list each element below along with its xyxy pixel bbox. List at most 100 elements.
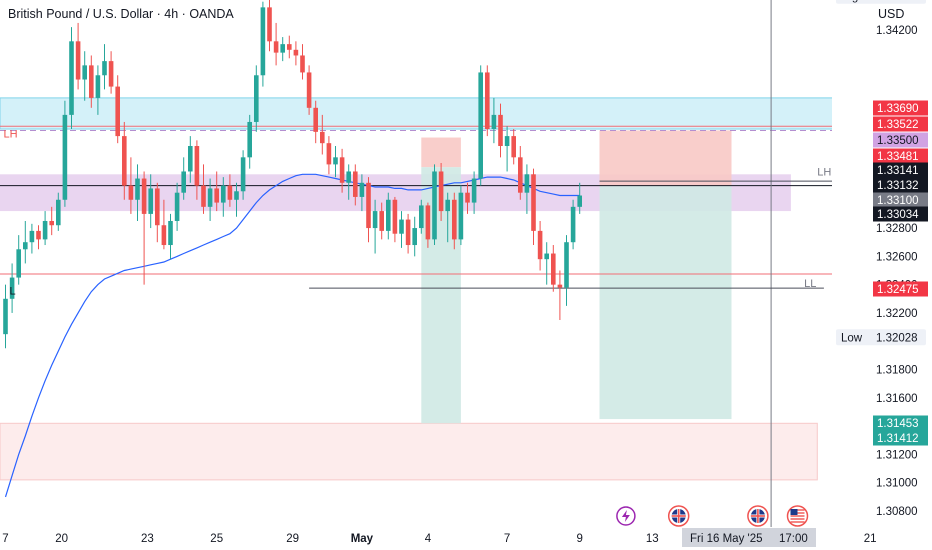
candle[interactable]: [49, 206, 54, 236]
candle[interactable]: [379, 202, 384, 240]
candle[interactable]: [181, 157, 186, 200]
candle[interactable]: [273, 22, 279, 66]
candle-body: [201, 185, 206, 207]
time-axis[interactable]: 7 20 23 25 29 May 4 7 9 13 21 Fri 16 May '25 17:00: [0, 527, 932, 550]
candle[interactable]: [155, 182, 160, 243]
candle[interactable]: [115, 75, 120, 144]
candle[interactable]: [188, 136, 193, 183]
candle[interactable]: [69, 27, 74, 130]
candle[interactable]: [399, 211, 404, 248]
candle[interactable]: [386, 192, 391, 240]
uk-flag-event-icon[interactable]: [667, 505, 690, 527]
candle-body: [194, 146, 200, 186]
candle[interactable]: [524, 164, 530, 214]
lightning-event-icon[interactable]: [616, 506, 636, 526]
candle-body: [379, 211, 384, 231]
candle[interactable]: [326, 136, 332, 175]
candle[interactable]: [128, 157, 134, 214]
candle[interactable]: [260, 1, 266, 87]
candle[interactable]: [392, 196, 398, 243]
candle[interactable]: [445, 192, 450, 243]
candle[interactable]: [168, 213, 173, 260]
candle[interactable]: [313, 100, 318, 144]
candle[interactable]: [372, 199, 378, 254]
candle[interactable]: [353, 164, 358, 206]
candle[interactable]: [452, 192, 457, 250]
candle[interactable]: [544, 242, 549, 285]
candle[interactable]: [56, 192, 61, 231]
candle[interactable]: [551, 245, 556, 292]
candle[interactable]: [42, 211, 48, 246]
plot-area[interactable]: LHLHHHLLL: [0, 0, 886, 527]
candle[interactable]: [320, 114, 325, 155]
candle[interactable]: [174, 182, 180, 231]
candle[interactable]: [537, 220, 543, 271]
candle[interactable]: [108, 51, 114, 94]
candle[interactable]: [485, 65, 490, 137]
price-axis[interactable]: 1.342001.328001.326001.324001.322001.318…: [832, 0, 932, 527]
candle[interactable]: [194, 140, 200, 200]
candle[interactable]: [293, 41, 299, 66]
candle[interactable]: [89, 55, 94, 108]
candle[interactable]: [432, 164, 437, 246]
candle[interactable]: [458, 185, 464, 246]
candle[interactable]: [438, 162, 444, 221]
candle[interactable]: [148, 174, 153, 229]
candle[interactable]: [531, 168, 536, 246]
candle[interactable]: [491, 97, 497, 144]
candle[interactable]: [300, 44, 305, 80]
candle[interactable]: [333, 146, 338, 178]
candle[interactable]: [29, 223, 35, 254]
candle[interactable]: [412, 216, 417, 257]
candle[interactable]: [419, 199, 424, 234]
candle[interactable]: [471, 171, 477, 214]
candle[interactable]: [247, 114, 252, 169]
uk-flag-event-icon-2[interactable]: [747, 505, 769, 527]
candle[interactable]: [23, 220, 28, 264]
candle[interactable]: [366, 177, 371, 243]
candle[interactable]: [511, 129, 516, 165]
candle[interactable]: [359, 174, 365, 212]
candle[interactable]: [36, 225, 41, 250]
candle[interactable]: [346, 164, 351, 200]
candle[interactable]: [577, 182, 582, 214]
candle[interactable]: [227, 174, 233, 207]
candle[interactable]: [405, 213, 411, 254]
candle[interactable]: [465, 182, 470, 214]
candle[interactable]: [214, 171, 219, 212]
candle[interactable]: [75, 22, 81, 90]
candle[interactable]: [478, 65, 483, 186]
candle[interactable]: [306, 65, 312, 115]
candle[interactable]: [267, 0, 272, 52]
candle[interactable]: [504, 126, 510, 172]
candle[interactable]: [557, 270, 563, 321]
candle[interactable]: [221, 177, 226, 217]
candle[interactable]: [102, 44, 107, 90]
us-flag-event-icon[interactable]: [786, 505, 809, 527]
candle[interactable]: [240, 150, 246, 200]
candle[interactable]: [498, 103, 503, 158]
candle[interactable]: [339, 148, 345, 193]
candle[interactable]: [9, 263, 15, 313]
candle[interactable]: [254, 65, 259, 132]
candle[interactable]: [425, 202, 431, 248]
candle[interactable]: [518, 146, 523, 200]
candle[interactable]: [161, 199, 167, 250]
candle[interactable]: [122, 121, 127, 200]
candle[interactable]: [3, 284, 8, 349]
candle[interactable]: [207, 178, 213, 221]
candle[interactable]: [135, 164, 140, 221]
candle[interactable]: [287, 35, 292, 59]
time-tooltip-clock: 17:00: [779, 533, 808, 545]
candle[interactable]: [141, 171, 147, 285]
candle[interactable]: [234, 182, 239, 217]
candle[interactable]: [95, 65, 101, 115]
candle[interactable]: [201, 164, 206, 214]
candle[interactable]: [570, 199, 576, 250]
candle[interactable]: [62, 100, 68, 207]
candle[interactable]: [280, 37, 285, 62]
candle[interactable]: [564, 235, 569, 306]
candle[interactable]: [16, 235, 21, 285]
candle[interactable]: [82, 51, 87, 101]
